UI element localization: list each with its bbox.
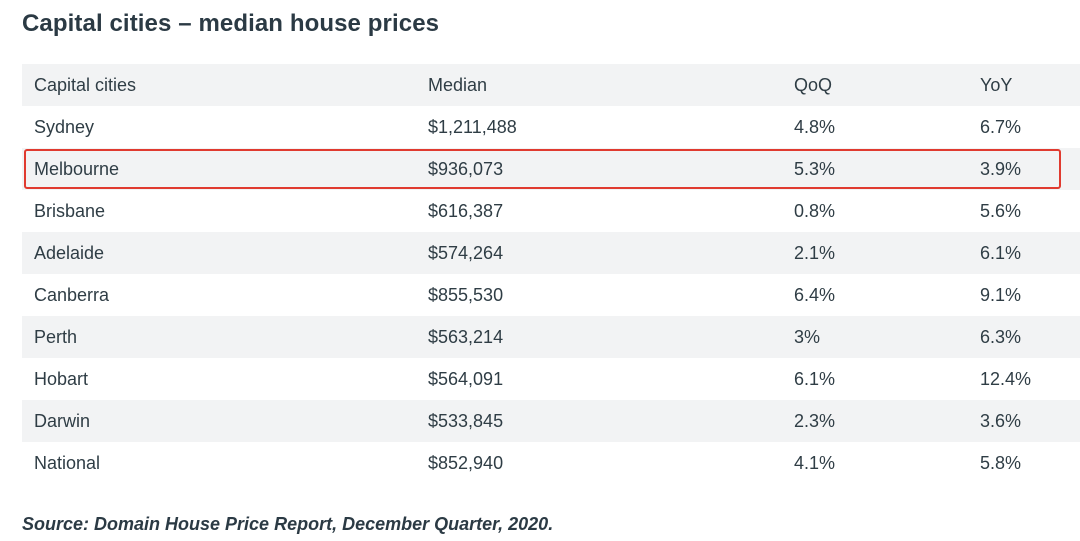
header-qoq: QoQ [794, 74, 833, 95]
cell-city: National [34, 452, 101, 473]
cell-yoy: 5.8% [980, 452, 1022, 473]
table-row: Melbourne $936,073 5.3% 3.9% [22, 148, 1080, 190]
price-table-container: Capital cities Median QoQ YoY Sydney $1,… [22, 64, 1080, 484]
cell-median: $533,845 [428, 410, 504, 431]
table-row: Brisbane $616,387 0.8% 5.6% [22, 190, 1080, 232]
cell-median: $574,264 [428, 242, 504, 263]
cell-qoq: 6.4% [794, 284, 836, 305]
cell-yoy: 3.6% [980, 410, 1022, 431]
cell-city: Sydney [34, 116, 95, 137]
cell-median: $563,214 [428, 326, 504, 347]
cell-median: $936,073 [428, 158, 504, 179]
cell-city: Canberra [34, 284, 110, 305]
cell-median: $852,940 [428, 452, 504, 473]
cell-city: Hobart [34, 368, 89, 389]
table-header-row: Capital cities Median QoQ YoY [22, 64, 1080, 106]
cell-yoy: 5.6% [980, 200, 1022, 221]
cell-qoq: 5.3% [794, 158, 836, 179]
cell-qoq: 4.1% [794, 452, 836, 473]
table-row: Sydney $1,211,488 4.8% 6.7% [22, 106, 1080, 148]
table-row: Hobart $564,091 6.1% 12.4% [22, 358, 1080, 400]
page-title: Capital cities – median house prices [22, 10, 440, 37]
cell-median: $855,530 [428, 284, 504, 305]
cell-yoy: 3.9% [980, 158, 1022, 179]
cell-qoq: 6.1% [794, 368, 836, 389]
cell-median: $1,211,488 [428, 116, 517, 137]
header-yoy: YoY [980, 74, 1013, 95]
cell-city: Adelaide [34, 242, 105, 263]
cell-yoy: 12.4% [980, 368, 1032, 389]
cell-qoq: 3% [794, 326, 821, 347]
cell-yoy: 6.1% [980, 242, 1022, 263]
header-median: Median [428, 74, 488, 95]
table-row: Perth $563,214 3% 6.3% [22, 316, 1080, 358]
cell-yoy: 6.3% [980, 326, 1022, 347]
cell-city: Brisbane [34, 200, 106, 221]
table-row: Darwin $533,845 2.3% 3.6% [22, 400, 1080, 442]
cell-yoy: 9.1% [980, 284, 1022, 305]
cell-median: $564,091 [428, 368, 504, 389]
cell-city: Darwin [34, 410, 91, 431]
cell-median: $616,387 [428, 200, 504, 221]
header-capital-cities: Capital cities [34, 74, 137, 95]
table-row: National $852,940 4.1% 5.8% [22, 442, 1080, 484]
cell-city: Perth [34, 326, 78, 347]
cell-qoq: 4.8% [794, 116, 836, 137]
table-row: Adelaide $574,264 2.1% 6.1% [22, 232, 1080, 274]
cell-qoq: 2.3% [794, 410, 836, 431]
cell-yoy: 6.7% [980, 116, 1022, 137]
cell-city: Melbourne [34, 158, 120, 179]
cell-qoq: 0.8% [794, 200, 836, 221]
table-row: Canberra $855,530 6.4% 9.1% [22, 274, 1080, 316]
price-table: Capital cities Median QoQ YoY Sydney $1,… [22, 64, 1080, 484]
cell-qoq: 2.1% [794, 242, 836, 263]
source-note: Source: Domain House Price Report, Decem… [22, 514, 554, 534]
